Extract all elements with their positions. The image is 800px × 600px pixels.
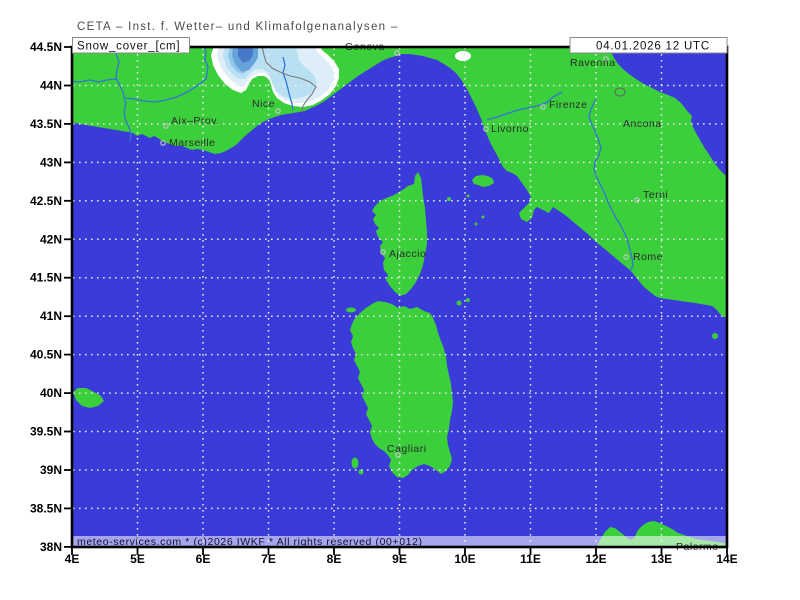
city-marker: [634, 197, 640, 203]
island-capraia: [447, 197, 451, 201]
lat-label: 39N: [40, 463, 62, 477]
city-label: Cagliari: [387, 443, 427, 455]
city-marker: [394, 50, 400, 56]
lon-label: 7E: [261, 552, 276, 566]
city-marker: [163, 123, 169, 129]
lat-label: 41.5N: [30, 271, 62, 285]
city-label: Ancona: [623, 118, 662, 130]
lat-label: 42.5N: [30, 194, 62, 208]
snow-cover-contours: [211, 47, 471, 107]
lat-label: 42N: [40, 232, 62, 246]
city-layer: GenovaNiceAix–Prov.MarseilleRavennaFiren…: [160, 41, 718, 553]
land-shapes: [73, 47, 726, 546]
river-rhone: [115, 47, 132, 142]
river-tributary-west: [73, 78, 119, 83]
island-speck: [481, 215, 485, 219]
lake-trasimeno-outline: [614, 87, 626, 97]
lon-label: 4E: [65, 552, 80, 566]
lon-label: 10E: [454, 552, 475, 566]
datetime-box: [569, 37, 728, 54]
rivers: [73, 47, 634, 271]
land-sardinia: [350, 301, 453, 478]
island-giglio: [521, 210, 525, 214]
river-durance: [125, 47, 209, 103]
axes: 44.5N 44N 43.5N 43N 42.5N 42N 41.5N 41N 40.5N 40N…: [30, 40, 738, 566]
river-var: [282, 56, 294, 111]
graticule: [73, 48, 726, 546]
city-marker: [160, 140, 166, 146]
lon-label: 9E: [392, 552, 407, 566]
city-marker: [483, 126, 489, 132]
land-mainland-europe: [73, 47, 726, 318]
map-title: CETA – Inst. f. Wetter– und Klimafolgena…: [77, 21, 399, 33]
variable-box: [72, 37, 190, 54]
river-tiber: [588, 98, 634, 271]
city-label: Nice: [252, 98, 275, 110]
lon-label: 8E: [327, 552, 342, 566]
land-menorca: [73, 388, 104, 408]
lat-label: 40N: [40, 386, 62, 400]
credit-text: meteo-services.com * (c)2026 IWKF * All …: [77, 536, 423, 548]
lat-label: 39.5N: [30, 425, 62, 439]
lon-label: 11E: [520, 552, 541, 566]
lon-label: 12E: [585, 552, 606, 566]
city-marker: [395, 452, 401, 458]
lon-label: 5E: [130, 552, 145, 566]
city-marker: [275, 108, 281, 114]
lon-label: 13E: [651, 552, 672, 566]
credit-bar: [73, 536, 726, 546]
lat-label: 38N: [40, 540, 62, 554]
lat-label: 38.5N: [30, 501, 62, 515]
lon-label: 6E: [196, 552, 211, 566]
snow-spot-apennines: [455, 51, 471, 61]
city-marker: [623, 254, 629, 260]
island-santantioco: [351, 457, 359, 469]
city-label: Rome: [633, 251, 663, 263]
variable-box-label: Snow_cover_[cm]: [77, 41, 180, 53]
island-montecristo: [474, 222, 478, 226]
island-caprera: [466, 298, 470, 302]
city-label: Ajaccio: [389, 248, 426, 260]
city-marker: [540, 104, 546, 110]
island-asinara: [346, 307, 356, 313]
city-label: Ravenna: [570, 57, 616, 69]
city-label: Firenze: [549, 99, 588, 111]
city-label: Livorno: [491, 123, 529, 135]
lat-label: 44.5N: [30, 40, 62, 54]
island-ponza: [712, 333, 718, 339]
country-border-line: [261, 47, 317, 113]
island-maddalena: [456, 300, 462, 306]
river-arno: [486, 91, 563, 121]
snow-band-5: [238, 47, 253, 63]
map-plot-area: meteo-services.com * (c)2026 IWKF * All …: [73, 47, 726, 548]
datetime-box-label: 04.01.2026 12 UTC: [596, 41, 710, 53]
city-label: Marseille: [169, 137, 216, 149]
lat-label: 43.5N: [30, 117, 62, 131]
lon-label: 14E: [716, 552, 737, 566]
island-speck: [466, 194, 470, 198]
lat-label: 43N: [40, 155, 62, 169]
lat-label: 40.5N: [30, 348, 62, 362]
lat-label: 44N: [40, 79, 62, 93]
city-label: Terni: [643, 189, 668, 201]
city-marker: [603, 56, 609, 62]
lat-label: 41N: [40, 309, 62, 323]
city-label: Aix–Prov.: [171, 115, 220, 127]
map-frame: [70, 45, 729, 549]
land-elba: [472, 175, 494, 187]
city-marker: [380, 249, 386, 255]
